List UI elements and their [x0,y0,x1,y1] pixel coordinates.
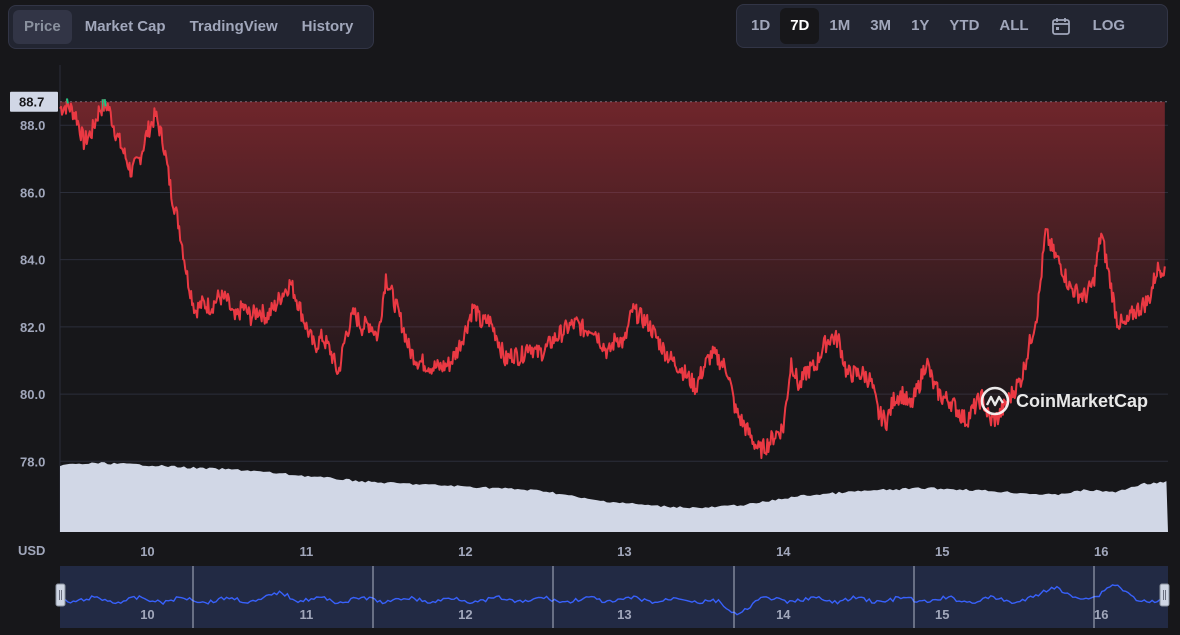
tab-tradingview[interactable]: TradingView [189,18,278,35]
y-tick-label: 80.0 [20,387,45,402]
calendar-icon[interactable] [1039,16,1083,36]
price-line-segment [104,102,1166,460]
navigator-left-handle[interactable] [55,583,66,607]
navigator-tick-label: 11 [300,607,314,622]
navigator-tick-label: 13 [617,607,631,622]
navigator-tick-label: 16 [1094,607,1108,622]
chart-type-tabs: Price Market Cap TradingView History [8,5,374,49]
y-tick-label: 84.0 [20,253,45,268]
x-tick-label: 16 [1094,544,1108,559]
price-line-segment [103,99,107,107]
range-all[interactable]: ALL [999,17,1029,34]
navigator-tick-label: 15 [935,607,949,622]
log-scale-button[interactable]: LOG [1092,17,1126,34]
price-line-segment [66,98,69,104]
volume-area [60,462,1168,532]
coinmarketcap-logo-icon [980,386,1010,416]
tab-history[interactable]: History [301,18,354,35]
navigator-line [59,584,1169,616]
coinmarketcap-watermark: CoinMarketCap [980,386,1148,416]
navigator-tick-label: 14 [776,607,791,622]
navigator-tick-label: 10 [140,607,154,622]
x-tick-label: 13 [617,544,631,559]
price-line-segment [59,98,68,116]
range-1d[interactable]: 1D [751,17,771,34]
x-tick-label: 14 [776,544,791,559]
x-tick-label: 15 [935,544,949,559]
open-price-label: 88.7 [19,95,44,110]
tab-price[interactable]: Price [13,10,72,44]
y-tick-label: 82.0 [20,320,45,335]
y-tick-label: 78.0 [20,454,45,469]
time-range-selector: 1D 7D 1M 3M 1Y YTD ALL LOG [736,4,1168,48]
x-tick-label: 11 [300,544,314,559]
range-3m[interactable]: 3M [870,17,892,34]
range-1m[interactable]: 1M [829,17,851,34]
navigator-background[interactable] [60,566,1168,628]
x-tick-label: 10 [140,544,154,559]
y-tick-label: 86.0 [20,185,45,200]
range-1y[interactable]: 1Y [911,17,930,34]
navigator-tick-label: 12 [458,607,472,622]
x-tick-label: 12 [458,544,472,559]
range-ytd[interactable]: YTD [949,17,980,34]
currency-label: USD [18,543,45,558]
watermark-text: CoinMarketCap [1016,390,1149,411]
range-7d[interactable]: 7D [780,8,820,44]
open-price-tag [10,91,58,112]
navigator-right-handle[interactable] [1159,583,1170,607]
price-line-segment [66,99,104,151]
tab-market-cap[interactable]: Market Cap [84,18,166,35]
y-tick-label: 88.0 [20,118,45,133]
